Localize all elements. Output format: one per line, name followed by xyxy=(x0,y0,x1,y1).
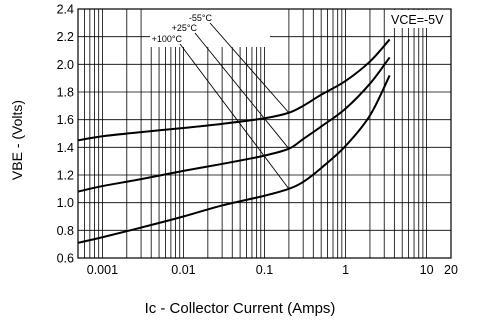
x-tick-label: 0.1 xyxy=(256,263,273,277)
x-tick-label: 0.001 xyxy=(87,263,118,277)
series-label: +25°C xyxy=(172,23,198,33)
y-tick-label: 2.0 xyxy=(57,58,74,72)
y-tick-label: 0.6 xyxy=(57,252,74,266)
series-line-2 xyxy=(77,56,391,193)
series-line-3 xyxy=(77,74,391,244)
x-axis-title: Ic - Collector Current (Amps) xyxy=(145,300,336,317)
y-tick-label: 2.2 xyxy=(57,30,74,44)
annotation-layer: VCE=-5V -55°C+25°C+100°C xyxy=(150,5,446,190)
x-tick-label: 1 xyxy=(342,263,349,277)
tick-layer: 0.001 0.01 0.1 1 10 20 0.6 0.8 1.0 1.2 1.4 1.6 1.8 2.… xyxy=(57,3,458,278)
y-tick-label: 0.8 xyxy=(57,224,74,238)
plot-frame xyxy=(77,8,452,259)
x-tick-label: 0.01 xyxy=(171,263,195,277)
y-axis-title: VBE - (Volts) xyxy=(9,100,25,180)
condition-box xyxy=(386,10,446,28)
y-tick-label: 1.2 xyxy=(57,169,74,183)
y-tick-label: 1.4 xyxy=(57,141,74,155)
series-label: -55°C xyxy=(189,13,213,23)
series-leader-line xyxy=(179,43,290,190)
y-tick-label: 1.6 xyxy=(57,113,74,127)
x-tick-label: 20 xyxy=(444,263,458,277)
y-tick-label: 1.8 xyxy=(57,86,74,100)
y-tick-label: 2.4 xyxy=(57,3,74,17)
y-tick-label: 1.0 xyxy=(57,196,74,210)
series-line-1 xyxy=(77,38,391,142)
x-tick-label: 10 xyxy=(420,263,434,277)
condition-label: VCE=-5V xyxy=(391,13,444,27)
series-leader-line xyxy=(194,32,290,150)
legend-box xyxy=(150,5,270,47)
series-label: +100°C xyxy=(152,34,183,44)
series-leader-line xyxy=(209,22,290,114)
curve-layer xyxy=(77,38,391,244)
